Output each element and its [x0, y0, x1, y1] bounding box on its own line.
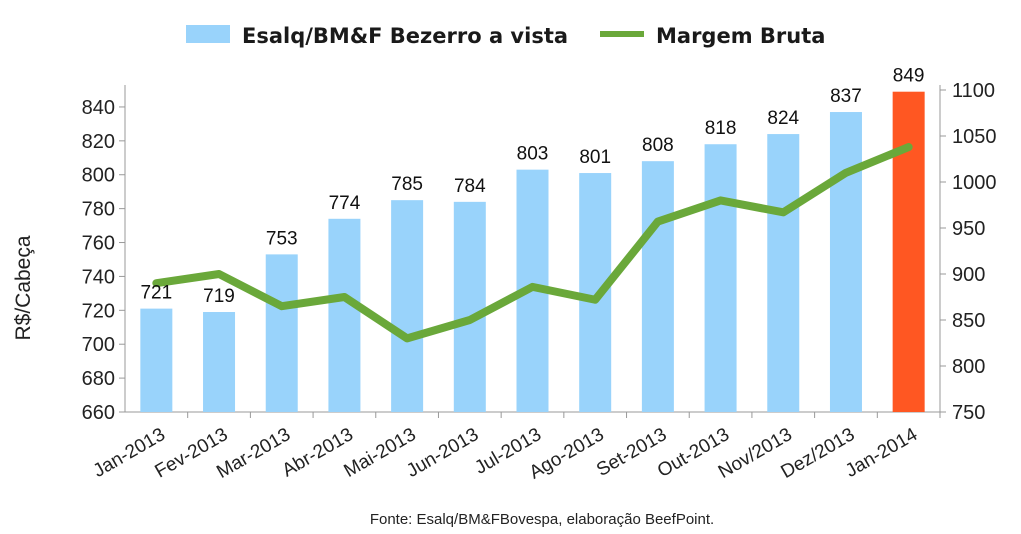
x-tick-label: Jun-2013 — [403, 424, 482, 482]
source-note: Fonte: Esalq/BM&FBovespa, elaboração Bee… — [370, 511, 714, 528]
bar — [579, 173, 612, 412]
data-label: 721 — [140, 283, 172, 304]
legend-label-bar: Esalq/BM&F Bezerro a vista — [242, 24, 568, 48]
data-label: 837 — [830, 86, 862, 107]
legend: Esalq/BM&F Bezerro a vista Margem Bruta — [186, 24, 825, 48]
y2-tick-label: 750 — [952, 402, 985, 424]
y-tick-label: 660 — [82, 402, 115, 424]
line-point — [843, 170, 848, 175]
y-axis-title: R$/Cabeça — [12, 235, 35, 340]
y2-tick-label: 850 — [952, 310, 985, 332]
y-tick-label: 680 — [82, 368, 115, 390]
data-label: 818 — [705, 118, 737, 139]
legend-label-line: Margem Bruta — [656, 24, 825, 48]
x-tick-label: Jan-2014 — [842, 424, 921, 482]
y-tick-label: 700 — [82, 334, 115, 356]
y-tick-label: 780 — [82, 199, 115, 221]
line-point — [154, 281, 159, 286]
line-point — [593, 297, 598, 302]
y-tick-label: 740 — [82, 266, 115, 288]
line-point — [405, 336, 410, 341]
data-label: 785 — [391, 174, 423, 195]
y-tick-label: 800 — [82, 165, 115, 187]
line-point — [467, 318, 472, 322]
bar — [328, 218, 361, 412]
y2-tick-label: 800 — [952, 356, 985, 378]
y-tick-label: 840 — [82, 97, 115, 119]
line-point — [530, 284, 535, 289]
bar — [203, 312, 236, 412]
data-label: 774 — [329, 193, 361, 214]
legend-swatch-bar — [186, 25, 230, 43]
bar — [453, 201, 486, 412]
y-tick-label: 820 — [82, 131, 115, 153]
bar — [265, 254, 298, 412]
line-point — [655, 219, 660, 224]
bar — [892, 91, 925, 413]
bar — [704, 144, 737, 413]
y2-tick-label: 1050 — [952, 126, 997, 148]
y-tick-label: 760 — [82, 233, 115, 255]
line-point — [279, 304, 284, 309]
data-label: 849 — [893, 66, 925, 87]
bar — [767, 134, 800, 412]
y2-tick-label: 1000 — [952, 172, 997, 194]
data-label: 753 — [266, 228, 298, 249]
bar — [829, 112, 862, 412]
line-point — [718, 198, 723, 203]
bar — [391, 200, 424, 412]
bar — [641, 161, 674, 412]
line-point — [217, 272, 222, 276]
data-label: 719 — [203, 286, 235, 307]
line-point — [342, 295, 347, 299]
data-label: 808 — [642, 135, 674, 156]
y2-tick-label: 900 — [952, 264, 985, 286]
y2-tick-label: 1100 — [952, 80, 995, 102]
data-label: 803 — [517, 144, 549, 165]
line-point — [906, 145, 911, 150]
y-tick-label: 720 — [82, 300, 115, 322]
plot-area: 660 680 700 720 740 760 780 800 820 840 750 800 850 9… — [82, 66, 997, 484]
data-label: 824 — [767, 108, 799, 129]
data-label: 801 — [579, 147, 611, 168]
data-label: 784 — [454, 176, 486, 197]
bar — [140, 308, 173, 412]
y2-tick-label: 950 — [952, 218, 985, 240]
line-point — [781, 210, 786, 215]
